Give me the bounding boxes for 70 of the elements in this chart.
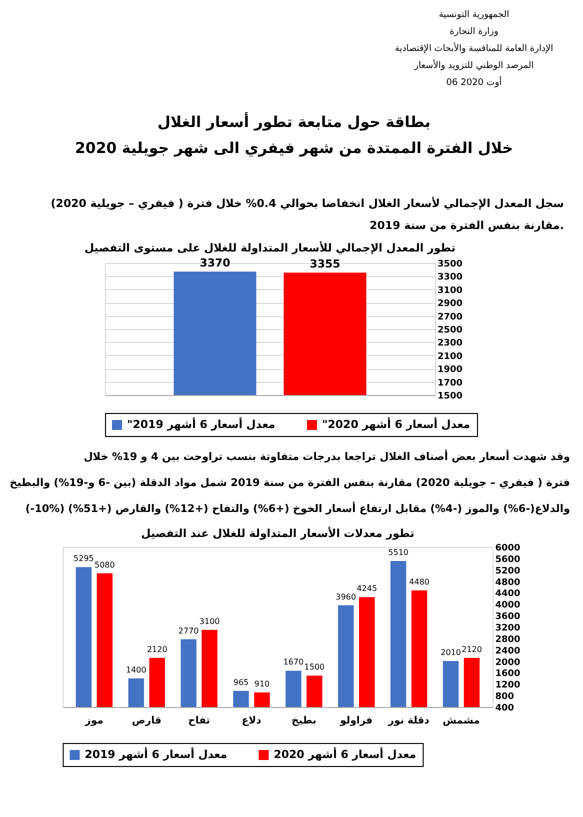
y-tick-label: 1200: [495, 680, 520, 691]
data-label: 4480: [409, 577, 430, 586]
x-tick-label: مشمش: [442, 716, 480, 726]
y-tick-label: 3500: [438, 260, 463, 270]
text: سجل المعدل الإجمالي لأسعار الغلال انخفاضا بحوالي 0.4% خلال فترة ( فيفري – جويلية 2020): [50, 196, 564, 210]
legend-label: "معدل أسعار 6 أشهر 2020: [322, 417, 470, 431]
data-label: 2010: [440, 648, 461, 657]
data-label: 1500: [304, 662, 325, 672]
y-tick-label: 5600: [495, 554, 520, 565]
y-tick-label: 5200: [495, 566, 520, 576]
data-label: 3355: [310, 258, 340, 271]
data-label: 910: [254, 679, 270, 688]
x-tick-label: بطيخ: [292, 716, 316, 726]
legend-label: معدل أسعار 6 أشهر 2019: [84, 747, 228, 761]
text: خلال الفترة الممتدة من شهر فيفري الى شهر جويلية 2020: [74, 139, 514, 157]
chart-title: تطور معدلات الأسعار المتداولة للغلال عند التفصيل: [141, 526, 414, 540]
y-tick-label: 3300: [438, 272, 463, 283]
data-label: 5510: [388, 548, 409, 557]
y-tick-label: 4000: [495, 600, 520, 611]
text: فترة ( فيفري – جويلية 2020) مقارنة بنفس الفترة من سنة 2019 شمل مواد الدقلة (بين -6 و-19%) والبطيخ: [10, 477, 570, 489]
y-tick-label: 3200: [495, 624, 520, 634]
data-label: 965: [233, 678, 249, 687]
x-tick-label: دقلة نور: [387, 716, 430, 726]
y-tick-label: 2700: [438, 312, 463, 322]
text: وقد شهدت أسعار بعض أصناف الغلال تراجعا بدرجات متفاوتة بنسب تراوحت بين 4 و 19% خلال: [84, 449, 570, 463]
y-tick-label: 4800: [495, 578, 520, 588]
text: المرصد الوطني للتزويد والأسعار: [413, 59, 534, 71]
x-tick-label: موز: [84, 716, 104, 726]
text: الإدارة العامة للمنافسة والأبحاث الإقتصادية: [394, 42, 554, 54]
text: 06 أوت 2020: [446, 76, 502, 88]
y-tick-label: 1900: [438, 365, 463, 376]
data-label: 5295: [74, 554, 94, 564]
y-tick-label: 3600: [495, 612, 520, 622]
y-tick-label: 1500: [438, 392, 463, 402]
y-tick-label: 3100: [438, 286, 463, 296]
data-label: 2120: [146, 644, 168, 654]
data-label: 4245: [356, 584, 378, 594]
data-label: 1400: [126, 665, 146, 674]
data-label: 3370: [200, 256, 231, 270]
y-tick-label: 4400: [495, 589, 520, 600]
y-tick-label: 400: [495, 704, 514, 714]
x-tick-label: دلاع: [242, 716, 262, 726]
y-tick-label: 2000: [495, 658, 520, 668]
text: (-10%) والدلاع(-6%) والموز (-4%) مقابل ارتفاع أسعار الخوخ (+6%) والتفاح (+12%) والقارص (+51%): [25, 501, 570, 515]
y-tick-label: 2500: [438, 326, 463, 336]
y-tick-label: 2300: [438, 338, 463, 349]
data-label: 3100: [199, 616, 220, 626]
data-label: 2770: [178, 626, 199, 636]
data-label: 3960: [336, 592, 356, 602]
y-tick-label: 1600: [495, 669, 520, 680]
y-tick-label: 1700: [438, 378, 463, 388]
text: مقارنة بنفس الفترة من سنة 2019.: [370, 219, 564, 232]
chart-title: تطور المعدل الإجمالي للأسعار المتداولة للغلال على مستوى التفصيل: [84, 240, 456, 255]
data-label: 5080: [94, 560, 115, 570]
data-label: 2120: [462, 644, 482, 654]
x-tick-label: قارص: [132, 716, 162, 726]
data-label: 1670: [283, 658, 304, 667]
x-tick-label: تفاح: [188, 716, 210, 726]
y-tick-label: 6000: [495, 544, 520, 554]
legend-label: معدل أسعار 6 أشهر 2020: [274, 747, 416, 761]
y-tick-label: 2900: [438, 299, 463, 310]
y-tick-label: 2800: [495, 634, 520, 645]
text: الجمهورية التونسية: [438, 10, 510, 20]
y-tick-label: 2100: [438, 352, 463, 362]
x-tick-label: فراولو: [339, 716, 373, 726]
legend-label: "معدل أسعار 6 أشهر 2019: [127, 417, 276, 431]
y-tick-label: 800: [495, 692, 514, 702]
text: بطاقة حول متابعة تطور أسعار الغلال: [158, 112, 430, 131]
text: وزارة التجارة: [450, 27, 498, 37]
y-tick-label: 2400: [495, 646, 520, 656]
